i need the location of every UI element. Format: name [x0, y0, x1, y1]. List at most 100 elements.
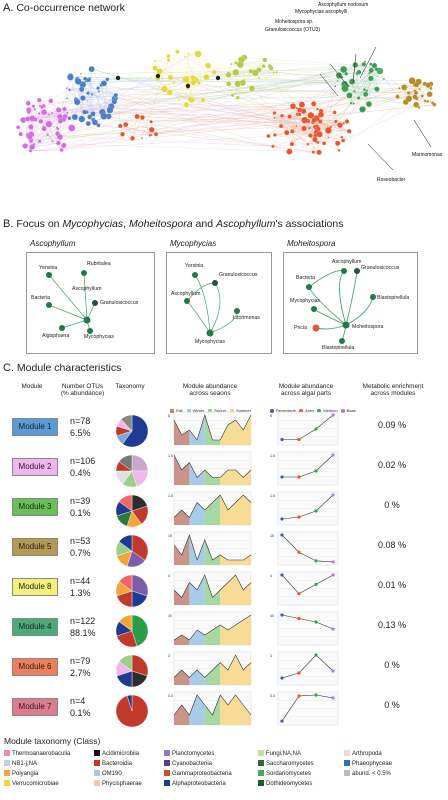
network-node: [337, 122, 343, 129]
network-node: [177, 99, 180, 102]
otu-abundance: 1.3%: [70, 588, 91, 598]
network-node: [280, 113, 284, 118]
network-node: [88, 66, 95, 73]
header-metabolic: Metabolic enrichment across modules: [362, 383, 424, 398]
network-node: [68, 88, 71, 92]
season-line: [173, 494, 252, 518]
otu-count: n=53: [70, 536, 91, 546]
legend-swatch: [94, 770, 100, 776]
node-label: Algisphaera: [42, 333, 70, 339]
network-node: [31, 104, 36, 108]
season-area: [204, 540, 221, 565]
otu-abundance: 0.1%: [70, 708, 91, 718]
otu-count: n=79: [70, 656, 91, 666]
node-label: Ascophyllum: [171, 291, 201, 297]
legend-label: Thermoanaerobaculia: [12, 751, 71, 757]
network-node: [297, 112, 302, 117]
network-node: [344, 119, 350, 124]
network-node: [261, 64, 266, 69]
legend-label: Acidimicrobiia: [102, 751, 140, 757]
net-label-roseobacter: Roseobacter: [377, 177, 406, 183]
legend-label: Fungi;NA;NA: [266, 751, 302, 757]
network-node: [311, 101, 317, 107]
season-chart: 15: [168, 531, 252, 566]
pie-slice: [131, 614, 149, 647]
legend-label: NB1-j;NA: [12, 761, 38, 767]
legend-item: Gammaproteobacteria: [164, 770, 232, 777]
panel-ascophyllum: Ascophyllum Yersinia Rubritalea Ascophyl…: [26, 239, 155, 354]
season-area: [204, 695, 221, 725]
legend-swatch: [94, 760, 100, 766]
season-area: [189, 502, 205, 525]
otu-count: n=106: [70, 456, 96, 466]
network-node: [344, 71, 349, 76]
network-node: [363, 60, 367, 63]
algal-chart: 15: [270, 531, 339, 566]
panel-mycophycias: Mycophycias Yersinia Granulosicoccus Asc…: [166, 239, 272, 354]
algal-line: [281, 574, 334, 595]
module-label: Module 1: [12, 418, 58, 436]
network-node: [111, 99, 118, 105]
network-node: [115, 75, 121, 81]
season-ymax: 1.5: [168, 494, 173, 498]
network-node: [316, 107, 319, 111]
network-node: [38, 119, 44, 124]
algal-point: [297, 550, 301, 554]
label-leader: [329, 63, 349, 87]
network-node: [230, 62, 233, 66]
legend-item: NB1-j;NA: [4, 760, 37, 767]
algal-point: [331, 560, 335, 564]
algal-point: [331, 573, 335, 577]
algal-point: [297, 437, 301, 442]
taxonomy-pie: [115, 654, 149, 688]
pie-slice: [122, 414, 149, 448]
season-ymax: 40: [168, 614, 172, 618]
algal-line: [281, 614, 334, 630]
legend-item: abund. < 0.5%: [344, 770, 391, 777]
season-chart: 0.3: [168, 691, 252, 726]
network-node: [287, 114, 292, 119]
network-node: [185, 83, 191, 89]
network-node: [334, 85, 337, 88]
otu-abundance: 2.7%: [70, 668, 91, 678]
algal-chart: 3: [270, 651, 339, 686]
otu-count: n=78: [70, 416, 91, 426]
panel-graph: [306, 268, 376, 344]
season-area: [189, 462, 205, 485]
algal-ymax: 1.5: [270, 494, 275, 498]
network-node: [420, 94, 424, 98]
network-node: [83, 76, 88, 81]
panel-title: Mycophycias: [170, 239, 217, 248]
network-node: [152, 65, 158, 71]
network-node: [316, 149, 322, 156]
network-node: [51, 140, 54, 143]
season-area: [174, 420, 190, 445]
label-leader: [352, 53, 357, 83]
network-node: [33, 107, 36, 111]
network-node: [85, 121, 91, 127]
otu-abundance: 88.1%: [70, 628, 96, 638]
network-node: [327, 136, 330, 139]
network-node: [117, 123, 123, 129]
network-node: [22, 143, 29, 149]
network-node: [316, 131, 323, 138]
algal-point: [280, 719, 284, 723]
network-node: [190, 79, 197, 86]
network-node: [41, 109, 48, 116]
network-node: [113, 93, 119, 98]
network-node: [96, 86, 100, 90]
network-node: [243, 78, 246, 82]
network-node: [66, 97, 69, 100]
network-node: [37, 97, 42, 103]
season-area: [204, 625, 221, 645]
network-node: [86, 77, 91, 83]
co-occurrence-network: [16, 46, 437, 171]
network-node: [352, 102, 355, 105]
legend-item: Cyanobacteriia: [164, 760, 212, 767]
network-node: [166, 54, 171, 59]
net-label-granulosicoccus: Granulosicoccus (OTU3): [265, 27, 321, 33]
season-area: [220, 695, 251, 725]
algal-point: [297, 515, 301, 519]
network-node: [87, 114, 93, 120]
network-node: [426, 91, 433, 98]
